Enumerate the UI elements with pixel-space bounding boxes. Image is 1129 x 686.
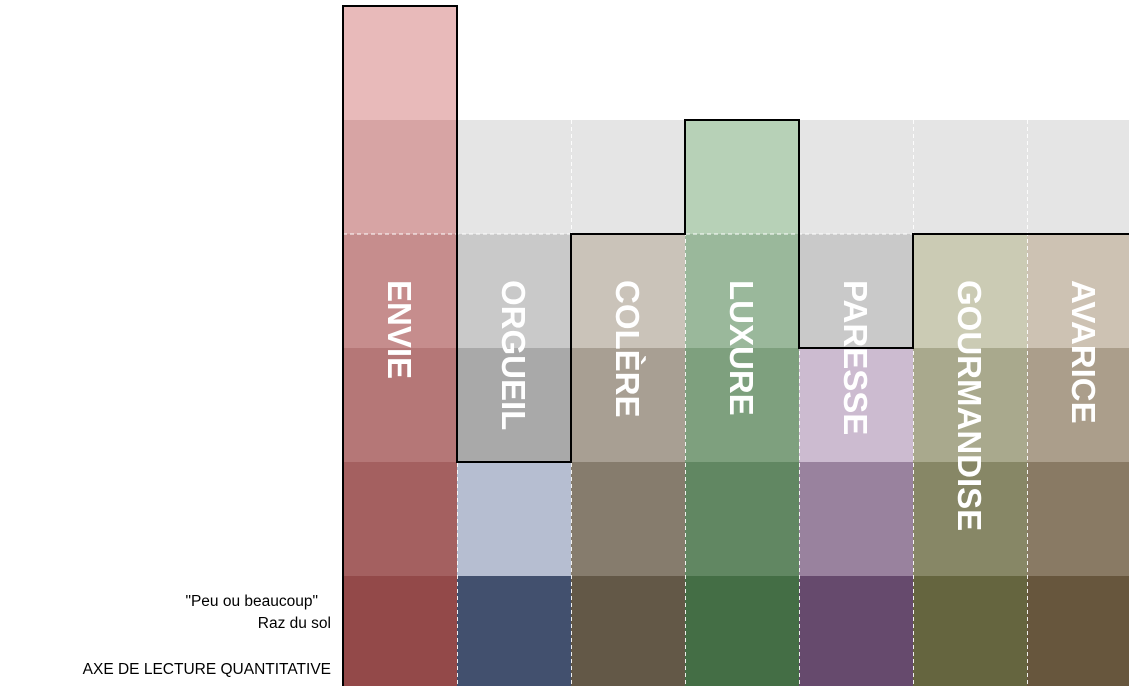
bar-segment-colère — [571, 348, 686, 462]
bar-segment-envie — [343, 120, 458, 234]
bar-label-avarice: AVARICE — [1065, 280, 1102, 424]
bar-segment-colère — [571, 576, 686, 686]
bar-label-colère: COLÈRE — [609, 280, 646, 418]
bar-segment-luxure — [685, 348, 800, 462]
bar-segment-colère — [571, 234, 686, 348]
bar-label-paresse: PARESSE — [837, 280, 874, 435]
quantity-annotation: "Peu ou beaucoup" — [185, 593, 318, 610]
bar-segment-luxure — [685, 576, 800, 686]
bar-segment-luxure — [685, 462, 800, 576]
baseline-annotation: Raz du sol — [258, 615, 331, 632]
bar-segment-avarice — [1027, 576, 1129, 686]
bar-label-luxure: LUXURE — [723, 280, 760, 416]
bar-segment-avarice — [1027, 462, 1129, 576]
bar-label-orgueil: ORGUEIL — [495, 280, 532, 430]
bar-segment-avarice — [1027, 234, 1129, 348]
bar-segment-orgueil — [457, 576, 572, 686]
bar-segment-orgueil — [457, 462, 572, 576]
bar-segment-paresse — [799, 462, 914, 576]
axis-title: AXE DE LECTURE QUANTITATIVE — [83, 661, 331, 678]
bar-segment-colère — [571, 462, 686, 576]
bar-segment-luxure — [685, 120, 800, 234]
bars — [343, 6, 1129, 686]
bar-segment-envie — [343, 6, 458, 120]
bar-segment-gourmandise — [913, 576, 1028, 686]
bar-labels: ENVIE ORGUEIL COLÈRE LUXURE PARESSE GOURMANDI… — [381, 280, 1102, 531]
bar-segment-envie — [343, 234, 458, 348]
bar-label-gourmandise: GOURMANDISE — [951, 280, 988, 531]
bar-segment-gourmandise — [913, 462, 1028, 576]
bar-segment-avarice — [1027, 348, 1129, 462]
bar-segment-paresse — [799, 576, 914, 686]
bar-segment-luxure — [685, 234, 800, 348]
bar-segment-envie — [343, 576, 458, 686]
bar-segment-gourmandise — [913, 234, 1028, 348]
bar-segment-envie — [343, 462, 458, 576]
bar-outline — [342, 5, 1129, 686]
bar-segment-paresse — [799, 348, 914, 462]
bar-segment-gourmandise — [913, 348, 1028, 462]
bar-label-envie: ENVIE — [381, 280, 418, 379]
bar-segment-envie — [343, 348, 458, 462]
